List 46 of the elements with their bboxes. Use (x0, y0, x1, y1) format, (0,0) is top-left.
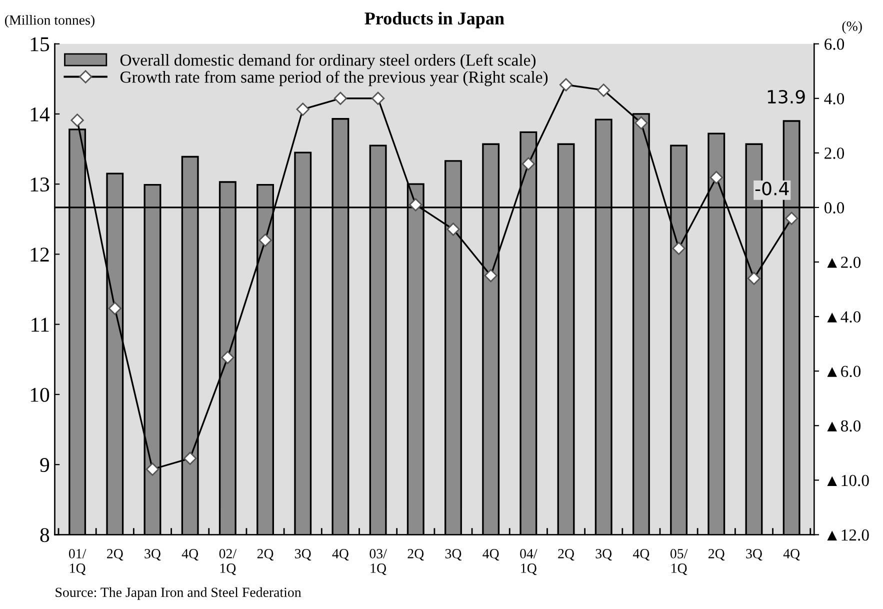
x-tick-label: 2Q (408, 549, 424, 560)
y2-tick-label: ▲4.0 (827, 311, 861, 323)
x-tick-label: 3Q (596, 549, 612, 560)
x-tick-label: 4Q (182, 549, 198, 560)
data-label: 13.9 (768, 90, 805, 104)
x-tick-label: 3Q (746, 549, 762, 560)
y-tick-label: 15 (30, 37, 50, 52)
y2-axis-title: (%) (842, 21, 862, 34)
x-tick-label: 05/ 1Q (670, 548, 688, 576)
legend-label: Growth rate from same period of the previous year (Right scale) (120, 70, 548, 86)
y-tick-label: 12 (30, 248, 49, 262)
x-tick-label: 4Q (783, 549, 800, 560)
x-tick-label: 2Q (708, 549, 725, 560)
x-tick-label: 3Q (144, 549, 161, 560)
x-tick-label: 4Q (482, 549, 500, 560)
chart-title: Products in Japan (364, 12, 504, 28)
y2-tick-label: 2.0 (824, 148, 844, 159)
y-tick-label: 11 (32, 318, 49, 332)
y-tick-label: 8 (40, 528, 50, 542)
x-tick-label: 3Q (445, 549, 462, 560)
y2-tick-label: ▲12.0 (827, 529, 869, 541)
data-label: -0.4 (755, 182, 789, 196)
y-axis-title: (Million tonnes) (5, 15, 94, 28)
y2-tick-label: ▲2.0 (827, 256, 861, 268)
x-tick-label: 03/ 1Q (370, 548, 387, 576)
x-tick-label: 2Q (257, 549, 274, 560)
x-tick-label: 2Q (107, 549, 124, 560)
legend-label: Overall domestic demand for ordinary steel orders (Left scale) (120, 54, 536, 70)
y-tick-label: 13 (30, 178, 50, 192)
y-tick-label: 10 (30, 388, 50, 402)
x-tick-label: 04/ 1Q (520, 548, 538, 576)
y2-tick-label: 0.0 (824, 202, 844, 214)
y2-tick-label: 4.0 (824, 93, 844, 104)
y2-tick-label: 6.0 (824, 38, 844, 50)
y2-tick-label: ▲10.0 (827, 474, 869, 486)
y2-tick-label: ▲8.0 (827, 420, 861, 432)
y2-tick-label: ▲6.0 (827, 366, 861, 378)
x-tick-label: 4Q (332, 549, 349, 560)
x-tick-label: 01/ 1Q (68, 548, 86, 576)
x-tick-label: 2Q (558, 549, 574, 560)
source-note: Source: The Japan Iron and Steel Federation (56, 587, 302, 600)
x-tick-label: 02/ 1Q (219, 548, 237, 576)
x-tick-label: 3Q (295, 549, 312, 560)
y-tick-label: 14 (30, 107, 50, 122)
y-tick-label: 9 (40, 458, 50, 472)
x-tick-label: 4Q (632, 549, 650, 560)
